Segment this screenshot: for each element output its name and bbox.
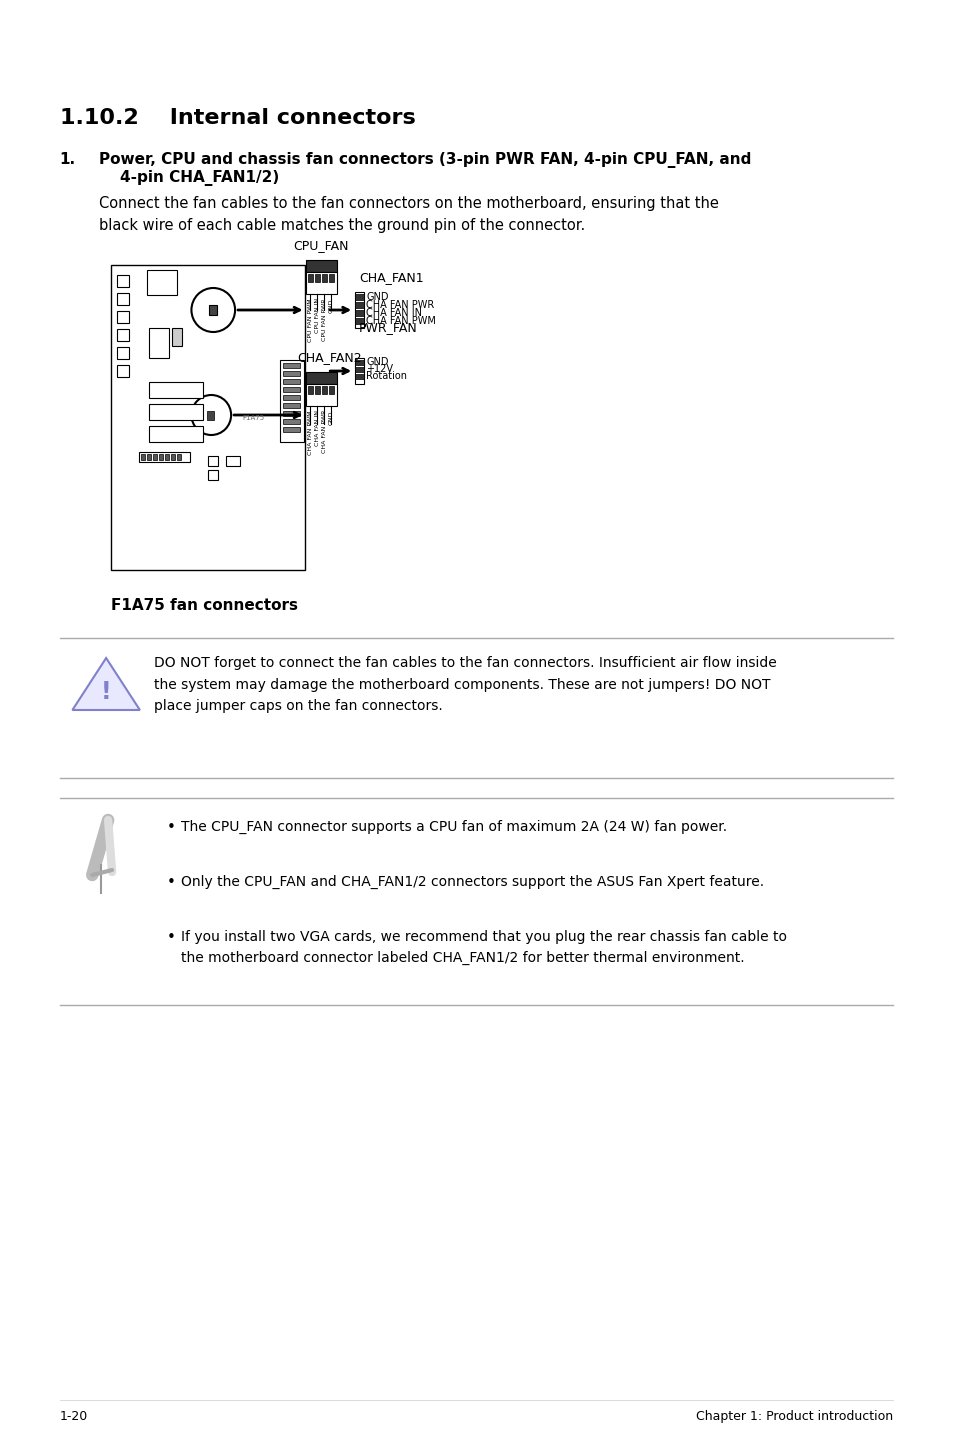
Bar [208, 455, 218, 465]
Text: CPU FAN PWR: CPU FAN PWR [321, 298, 327, 341]
Bar [279, 359, 303, 442]
Bar [282, 379, 299, 384]
Bar [141, 454, 145, 460]
Bar [117, 347, 129, 359]
Bar [207, 411, 214, 420]
Bar [322, 274, 327, 282]
Bar [209, 305, 217, 315]
Text: Only the CPU_FAN and CHA_FAN1/2 connectors support the ASUS Fan Xpert feature.: Only the CPU_FAN and CHA_FAN1/2 connecto… [180, 875, 762, 889]
Text: Connect the fan cables to the fan connectors on the motherboard, ensuring that t: Connect the fan cables to the fan connec… [99, 196, 719, 233]
Bar [308, 387, 314, 394]
Bar [355, 374, 364, 379]
Bar [305, 272, 337, 294]
Text: CPU FAN PWM: CPU FAN PWM [308, 298, 313, 342]
Text: DO NOT forget to connect the fan cables to the fan connectors. Insufficient air : DO NOT forget to connect the fan cables … [153, 656, 776, 713]
Text: CHA_FAN2: CHA_FAN2 [297, 351, 362, 364]
Circle shape [192, 395, 231, 435]
Bar [165, 454, 169, 460]
Bar [117, 365, 129, 377]
Text: CPU FAN IN: CPU FAN IN [314, 298, 319, 334]
Text: CPU_FAN: CPU_FAN [294, 239, 349, 252]
Bar [282, 395, 299, 400]
Text: GND: GND [329, 410, 334, 424]
Bar [147, 454, 151, 460]
Bar [111, 265, 304, 570]
Bar [149, 382, 203, 398]
Bar [308, 274, 314, 282]
Text: •: • [167, 875, 175, 891]
Text: 1.10.2    Internal connectors: 1.10.2 Internal connectors [59, 107, 415, 127]
Bar [355, 309, 364, 316]
Polygon shape [72, 657, 140, 710]
Bar [282, 362, 299, 368]
Bar [208, 470, 218, 480]
Bar [355, 318, 364, 324]
Text: CHA FAN PWM: CHA FAN PWM [366, 316, 436, 326]
Text: CHA_FAN1: CHA_FAN1 [358, 271, 423, 284]
Bar [149, 404, 203, 420]
Bar [282, 411, 299, 417]
Bar [158, 454, 163, 460]
Bar [305, 384, 337, 407]
Text: F1A75 fan connectors: F1A75 fan connectors [111, 599, 297, 613]
Bar [282, 371, 299, 377]
Bar [355, 294, 364, 299]
Bar [282, 402, 299, 408]
Bar [172, 328, 181, 347]
Bar [305, 372, 337, 384]
Text: !: ! [101, 680, 112, 705]
Text: •: • [167, 929, 175, 945]
Text: Chapter 1: Product introduction: Chapter 1: Product introduction [695, 1411, 892, 1423]
Text: CHA FAN IN: CHA FAN IN [366, 308, 421, 318]
Bar [355, 292, 364, 328]
Bar [117, 311, 129, 324]
Bar [117, 275, 129, 286]
Bar [149, 425, 203, 442]
Bar [305, 261, 337, 272]
Text: GND: GND [366, 292, 388, 302]
Bar [282, 387, 299, 392]
Bar [282, 427, 299, 432]
Bar [355, 302, 364, 308]
Bar [322, 387, 327, 394]
Bar [315, 387, 320, 394]
Bar [171, 454, 174, 460]
Bar [329, 387, 334, 394]
Text: PWR_FAN: PWR_FAN [358, 321, 417, 334]
Text: If you install two VGA cards, we recommend that you plug the rear chassis fan ca: If you install two VGA cards, we recomme… [180, 929, 785, 965]
Bar [147, 271, 176, 295]
Text: 1.: 1. [59, 152, 75, 168]
Text: The CPU_FAN connector supports a CPU fan of maximum 2A (24 W) fan power.: The CPU_FAN connector supports a CPU fan… [180, 821, 726, 835]
Bar [117, 329, 129, 341]
Text: •: • [167, 821, 175, 835]
Text: +12V: +12V [366, 364, 393, 374]
Bar [152, 454, 156, 460]
Bar [226, 455, 240, 465]
Bar [139, 453, 191, 463]
Text: GND: GND [329, 298, 334, 312]
Text: Power, CPU and chassis fan connectors (3-pin PWR FAN, 4-pin CPU_FAN, and
    4-p: Power, CPU and chassis fan connectors (3… [99, 152, 751, 186]
Bar [117, 294, 129, 305]
Text: CHA FAN IN: CHA FAN IN [314, 410, 319, 445]
Text: GND: GND [366, 357, 388, 367]
Bar [315, 274, 320, 282]
Text: CHA FAN PWM: CHA FAN PWM [308, 410, 313, 454]
Bar [282, 420, 299, 424]
Bar [355, 367, 364, 372]
Circle shape [192, 288, 234, 332]
Text: CHA FAN PWR: CHA FAN PWR [366, 299, 434, 309]
Bar [149, 328, 169, 358]
Text: CHA FAN PWR: CHA FAN PWR [321, 410, 327, 454]
Text: 1-20: 1-20 [59, 1411, 88, 1423]
Bar [355, 358, 364, 384]
Text: Rotation: Rotation [366, 371, 407, 381]
Bar [329, 274, 334, 282]
Bar [355, 359, 364, 365]
Text: F1A75: F1A75 [242, 415, 264, 421]
Bar [176, 454, 180, 460]
